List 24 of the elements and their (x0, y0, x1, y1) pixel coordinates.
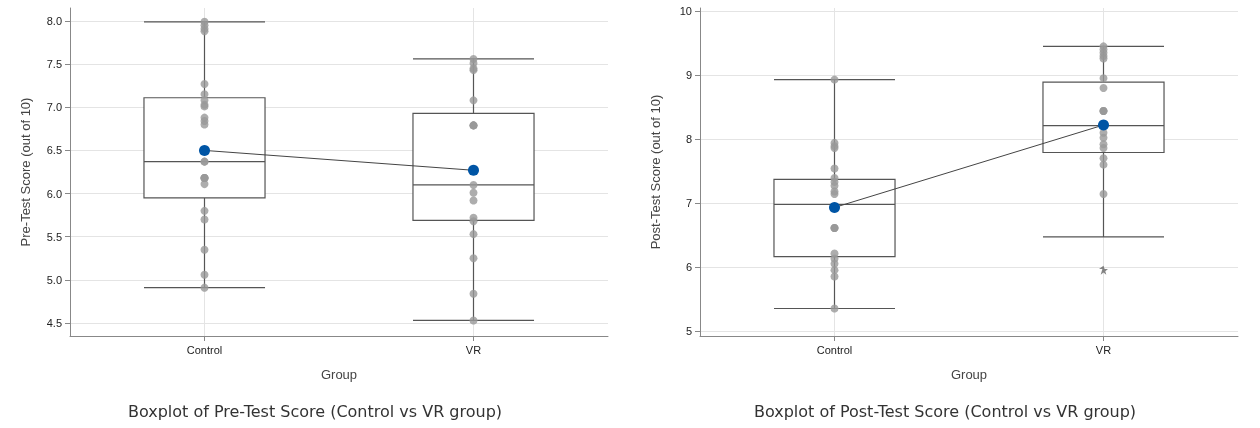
y-axis-title: Post-Test Score (out of 10) (648, 94, 663, 250)
y-tick-label: 6.5 (46, 144, 62, 157)
x-tick-label: VR (1095, 343, 1112, 356)
y-tick-label: 5.0 (46, 273, 62, 286)
x-tick-label: Control (816, 343, 853, 356)
y-tick-label: 8.0 (46, 14, 62, 27)
y-tick-label: 6.0 (46, 187, 62, 200)
y-axis-title: Pre-Test Score (out of 10) (18, 97, 33, 247)
y-tick-label: 5.5 (46, 230, 62, 243)
x-tick-label: Control (186, 343, 223, 356)
x-tick-label: VR (465, 343, 482, 356)
text: Boxplot of Pre-Test Score (Control vs VR group) (127, 401, 503, 421)
y-tick-label: 4.5 (46, 317, 62, 330)
y-tick-label: 6 (685, 260, 692, 273)
y-tick-label: 7.5 (46, 58, 62, 71)
y-tick-label: 10 (679, 5, 692, 18)
y-tick-label: 9 (685, 69, 692, 82)
y-tick-label: 5 (685, 324, 692, 337)
y-tick-label: 7.0 (46, 101, 62, 114)
y-tick-label: 7 (685, 197, 692, 210)
x-axis-title: Group (950, 367, 988, 382)
y-tick-label: 8 (685, 133, 692, 146)
x-axis-title: Group (320, 367, 358, 382)
text: Boxplot of Post-Test Score (Control vs VR group) (753, 401, 1137, 421)
